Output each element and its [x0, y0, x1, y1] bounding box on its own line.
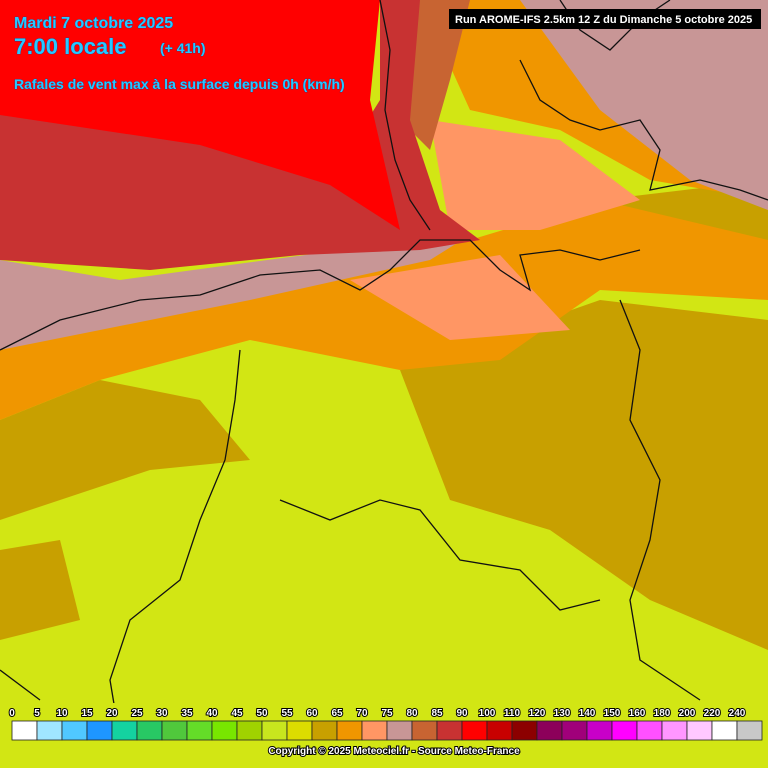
- legend-label: 90: [456, 708, 468, 719]
- legend-label: 160: [629, 708, 646, 719]
- legend-swatch: [486, 720, 513, 741]
- legend-label: 40: [206, 708, 218, 719]
- legend-label: 100: [479, 708, 496, 719]
- legend-swatch: [111, 720, 138, 741]
- legend-label: 80: [406, 708, 418, 719]
- copyright: Copyright © 2025 Meteociel.fr - Source M…: [268, 746, 520, 757]
- forecast-time: 7:00 locale: [14, 34, 127, 59]
- legend-swatch: [636, 720, 663, 741]
- legend-label: 50: [256, 708, 268, 719]
- legend-swatch: [611, 720, 638, 741]
- forecast-date: Mardi 7 octobre 2025: [14, 15, 173, 32]
- legend-label: 70: [356, 708, 368, 719]
- legend-label: 180: [654, 708, 671, 719]
- region-border: [279, 499, 601, 611]
- legend-swatch: [386, 720, 413, 741]
- legend-label: 35: [181, 708, 193, 719]
- legend-label: 65: [331, 708, 343, 719]
- legend-label: 5: [34, 708, 40, 719]
- run-info: Run AROME-IFS 2.5km 12 Z du Dimanche 5 o…: [455, 14, 752, 26]
- legend-label: 30: [156, 708, 168, 719]
- legend: 0 5 10 15 20 25 30 35 40 45 50 55 60 65 70 75 80 85 90 100 1…: [8, 707, 763, 741]
- legend-swatch: [511, 720, 538, 741]
- legend-swatch: [36, 720, 63, 741]
- legend-label: 110: [504, 708, 521, 719]
- region-border: [0, 669, 41, 701]
- legend-swatch: [61, 720, 88, 741]
- legend-label: 240: [729, 708, 746, 719]
- country-border: [109, 349, 241, 741]
- legend-swatch: [211, 720, 238, 741]
- legend-label: 15: [81, 708, 93, 719]
- legend-swatch: [11, 720, 38, 741]
- legend-swatch: [411, 720, 438, 741]
- legend-label: 130: [554, 708, 571, 719]
- legend-swatch: [161, 720, 188, 741]
- legend-swatch: [86, 720, 113, 741]
- legend-swatch: [736, 720, 763, 741]
- legend-label: 25: [131, 708, 143, 719]
- field-ochre: [0, 540, 80, 640]
- field-ochre: [400, 300, 768, 650]
- legend-swatch: [136, 720, 163, 741]
- legend-swatch: [286, 720, 313, 741]
- legend-label: 85: [431, 708, 443, 719]
- legend-swatch: [261, 720, 288, 741]
- legend-swatch: [561, 720, 588, 741]
- field-salmon: [350, 255, 570, 340]
- legend-swatch: [186, 720, 213, 741]
- legend-swatch: [436, 720, 463, 741]
- legend-label: 150: [604, 708, 621, 719]
- coastline: [379, 0, 431, 231]
- legend-swatch: [586, 720, 613, 741]
- legend-swatch: [536, 720, 563, 741]
- legend-swatch: [336, 720, 363, 741]
- legend-label: 200: [679, 708, 696, 719]
- legend-swatch: [236, 720, 263, 741]
- field-pink: [0, 235, 470, 350]
- legend-swatch: [461, 720, 488, 741]
- run-box: [449, 9, 761, 29]
- field-pink: [520, 0, 768, 210]
- legend-label: 20: [106, 708, 118, 719]
- legend-label: 140: [579, 708, 596, 719]
- legend-label: 10: [56, 708, 68, 719]
- map-subtitle: Rafales de vent max à la surface depuis …: [14, 76, 345, 92]
- field-red: [0, 0, 400, 230]
- field-orange: [0, 200, 768, 420]
- legend-label: 60: [306, 708, 318, 719]
- legend-label: 45: [231, 708, 243, 719]
- legend-label: 120: [529, 708, 546, 719]
- legend-label: 75: [381, 708, 393, 719]
- legend-swatch: [711, 720, 738, 741]
- legend-swatch: [361, 720, 388, 741]
- legend-swatch: [661, 720, 688, 741]
- legend-swatch: [686, 720, 713, 741]
- legend-label: 220: [704, 708, 721, 719]
- legend-swatch: [311, 720, 338, 741]
- coastline: [519, 59, 768, 201]
- field-ochre: [0, 380, 250, 520]
- coastline: [0, 239, 641, 351]
- forecast-offset: (+ 41h): [160, 40, 206, 56]
- country-border: [619, 299, 701, 701]
- field-salmon: [430, 120, 640, 230]
- legend-label: 0: [9, 708, 15, 719]
- legend-label: 55: [281, 708, 293, 719]
